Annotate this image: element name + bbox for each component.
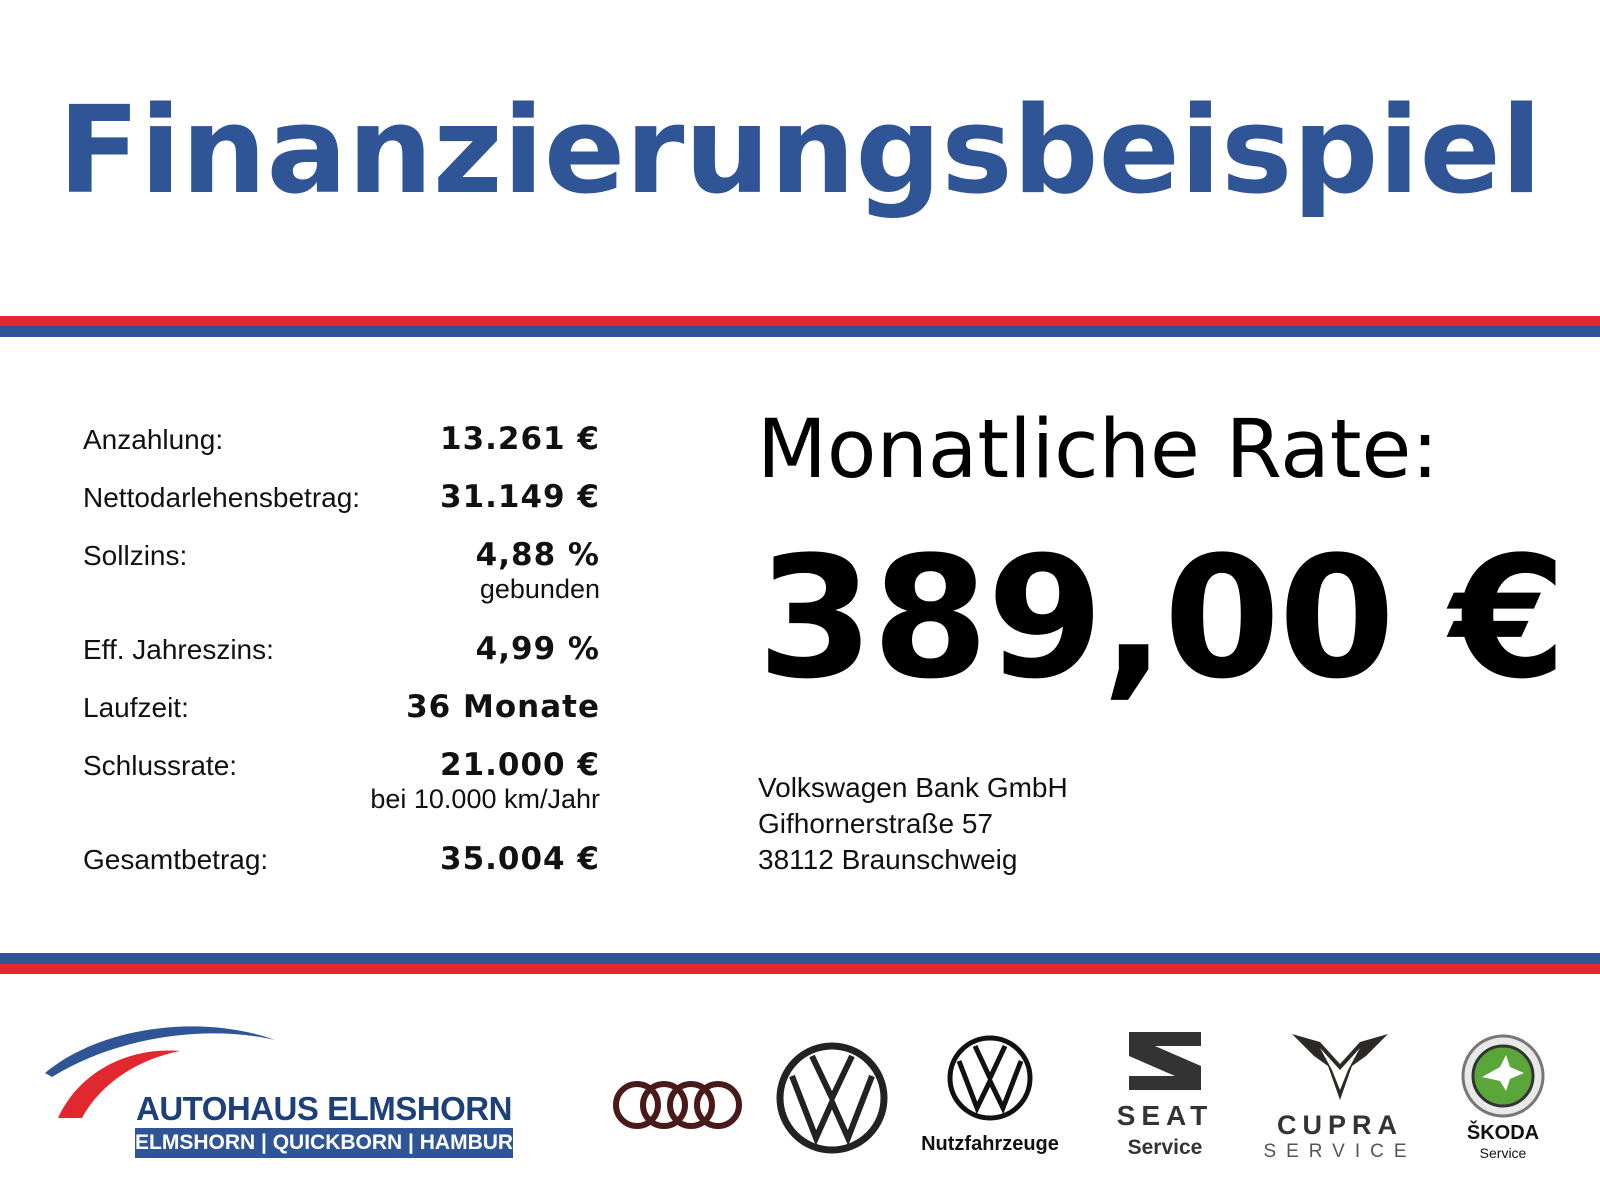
detail-value: 35.004 € bbox=[440, 841, 600, 877]
detail-label: Eff. Jahreszins: bbox=[83, 634, 274, 665]
page-title: Finanzierungsbeispiel bbox=[57, 82, 1543, 221]
top-stripe-red bbox=[0, 316, 1600, 326]
detail-value: 13.261 € bbox=[440, 421, 600, 457]
detail-value: 21.000 € bbox=[440, 747, 600, 783]
vw-nfz-caption: Nutzfahrzeuge bbox=[921, 1133, 1059, 1155]
audi-rings-icon bbox=[613, 1081, 742, 1129]
bank-city: 38112 Braunschweig bbox=[758, 844, 1018, 875]
bank-address: Volkswagen Bank GmbH Gifhornerstraße 57 … bbox=[758, 770, 1068, 878]
vw-logo bbox=[774, 1040, 890, 1156]
vw-logo-icon bbox=[776, 1042, 888, 1154]
skoda-caption: Service bbox=[1479, 1145, 1527, 1161]
bottom-stripe-blue bbox=[0, 953, 1600, 964]
detail-label: Anzahlung: bbox=[83, 424, 224, 455]
seat-logo: SEAT Service bbox=[1090, 1028, 1240, 1168]
top-stripe-blue bbox=[0, 326, 1600, 337]
cupra-emblem-icon bbox=[1292, 1034, 1388, 1100]
vw-nutzfahrzeuge-logo: Nutzfahrzeuge bbox=[910, 1033, 1070, 1163]
detail-label: Nettodarlehensbetrag: bbox=[83, 482, 361, 513]
seat-name: SEAT bbox=[1116, 1100, 1214, 1131]
skoda-name: ŠKODA bbox=[1466, 1122, 1540, 1144]
bottom-stripe-red bbox=[0, 964, 1600, 974]
cupra-caption: SERVICE bbox=[1263, 1141, 1417, 1162]
skoda-logo: ŠKODA Service bbox=[1438, 1033, 1568, 1168]
detail-label: Gesamtbetrag: bbox=[83, 844, 269, 875]
detail-value: 36 Monate bbox=[406, 689, 600, 725]
detail-value: 4,88 % bbox=[475, 537, 600, 573]
detail-label: Schlussrate: bbox=[83, 750, 238, 781]
monthly-rate-value: 389,00 € bbox=[757, 520, 1567, 716]
seat-caption: Service bbox=[1127, 1136, 1203, 1159]
detail-label: Laufzeit: bbox=[83, 692, 189, 723]
bank-name: Volkswagen Bank GmbH bbox=[758, 772, 1068, 803]
audi-logo bbox=[610, 1077, 746, 1133]
vw-nfz-icon bbox=[947, 1035, 1033, 1121]
cupra-name: CUPRA bbox=[1276, 1110, 1403, 1140]
dealer-logo: AUTOHAUS ELMSHORN ELMSHORN | QUICKBORN |… bbox=[40, 1015, 529, 1165]
skoda-arrow-icon bbox=[1461, 1034, 1545, 1118]
dealer-name: AUTOHAUS ELMSHORN bbox=[136, 1090, 512, 1127]
bank-street: Gifhornerstraße 57 bbox=[758, 808, 993, 839]
detail-label: Sollzins: bbox=[83, 540, 188, 571]
dealer-cities: ELMSHORN | QUICKBORN | HAMBURG bbox=[135, 1128, 529, 1158]
dealer-swoosh-icon bbox=[45, 1026, 275, 1118]
seat-emblem-icon bbox=[1129, 1032, 1201, 1090]
detail-value: 4,99 % bbox=[475, 631, 600, 667]
monthly-rate-label: Monatliche Rate: bbox=[757, 403, 1439, 497]
detail-value: 31.149 € bbox=[440, 479, 600, 515]
detail-note: bei 10.000 km/Jahr bbox=[370, 784, 600, 814]
cupra-logo: CUPRA SERVICE bbox=[1260, 1030, 1420, 1170]
detail-note: gebunden bbox=[479, 574, 600, 604]
